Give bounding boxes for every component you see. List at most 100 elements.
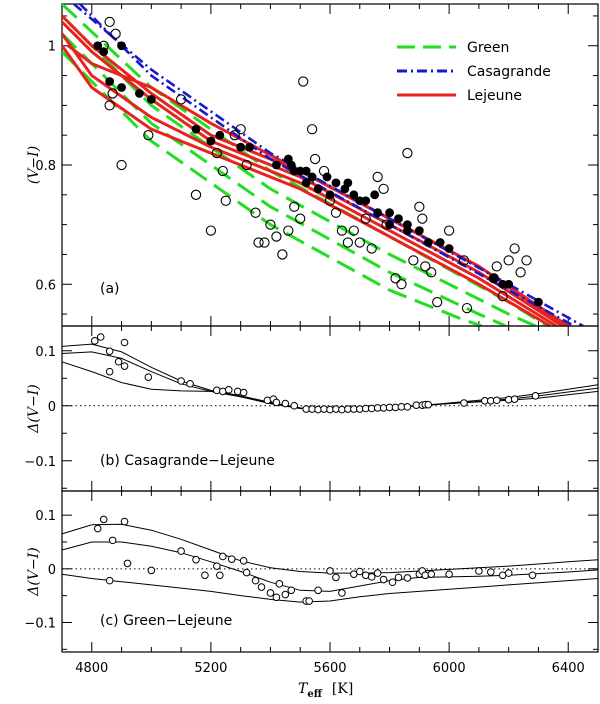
open-point bbox=[504, 569, 513, 577]
filled-point bbox=[385, 208, 394, 218]
open-point bbox=[414, 201, 425, 212]
open-point bbox=[306, 124, 318, 135]
y-tick-label: 0.1 bbox=[35, 345, 56, 360]
open-point bbox=[213, 386, 221, 395]
open-point bbox=[265, 219, 276, 230]
panel-a: 0.6 0.8 1 (V−I) (a) Green Casagrande Lejeu… bbox=[26, 3, 599, 327]
open-point bbox=[211, 147, 222, 159]
open-point bbox=[251, 576, 260, 585]
open-point bbox=[445, 570, 453, 578]
filled-point bbox=[117, 83, 126, 92]
panel-c-ticks: 4800 5200 5600 6000 6400 0.1 0 −0.1 bbox=[24, 491, 599, 676]
x-tick-label: 6000 bbox=[433, 661, 466, 676]
open-point bbox=[201, 571, 209, 580]
open-point bbox=[432, 296, 443, 308]
open-point bbox=[192, 555, 200, 564]
open-point bbox=[263, 396, 272, 405]
open-point bbox=[461, 302, 473, 314]
panel-c-curves bbox=[61, 523, 599, 603]
filled-point bbox=[373, 208, 383, 218]
open-point bbox=[309, 153, 321, 165]
filled-point bbox=[343, 178, 353, 188]
x-tick-label: 5200 bbox=[194, 661, 227, 676]
open-point bbox=[143, 130, 154, 141]
filled-point bbox=[289, 166, 299, 176]
filled-point bbox=[370, 190, 380, 200]
panel-b: 0.1 0 −0.1 Δ(V−I) (b) Casagrande−Lejeune bbox=[24, 325, 599, 492]
panel-c: 4800 5200 5600 6000 6400 0.1 0 −0.1 Δ(V−I) (c) … bbox=[24, 490, 599, 700]
open-point bbox=[99, 515, 108, 524]
filled-point bbox=[93, 41, 103, 51]
y-tick-label: 0.1 bbox=[35, 509, 56, 524]
open-point bbox=[458, 255, 470, 266]
open-point bbox=[233, 387, 242, 396]
open-point bbox=[104, 16, 115, 28]
open-point bbox=[290, 401, 299, 410]
open-point bbox=[186, 379, 194, 388]
filled-point bbox=[444, 244, 454, 253]
casagrande-curve bbox=[73, 4, 584, 326]
open-point bbox=[105, 367, 114, 376]
open-point bbox=[277, 249, 288, 260]
open-point bbox=[272, 398, 281, 407]
open-point bbox=[116, 159, 127, 171]
open-point bbox=[298, 76, 309, 87]
filled-point bbox=[245, 142, 255, 152]
y-tick-label: −0.1 bbox=[24, 616, 56, 631]
legend-green-label: Green bbox=[467, 40, 509, 56]
y-tick-label: 0 bbox=[48, 563, 56, 578]
open-point bbox=[235, 124, 246, 135]
open-point bbox=[175, 94, 187, 105]
open-point bbox=[314, 586, 322, 595]
filled-point bbox=[403, 226, 412, 235]
y-tick-label: 1 bbox=[48, 40, 56, 55]
open-point bbox=[338, 589, 346, 597]
filled-point bbox=[117, 41, 126, 51]
filled-point bbox=[385, 220, 394, 230]
filled-point bbox=[414, 226, 424, 235]
open-point bbox=[421, 571, 430, 580]
filled-point bbox=[236, 142, 246, 152]
open-point bbox=[503, 255, 514, 266]
filled-point bbox=[361, 196, 371, 206]
open-point bbox=[394, 573, 403, 582]
open-point bbox=[420, 261, 431, 272]
filled-point bbox=[313, 184, 323, 194]
open-point bbox=[177, 547, 185, 555]
open-point bbox=[271, 231, 282, 242]
open-point bbox=[342, 237, 354, 248]
open-point bbox=[220, 195, 231, 206]
x-tick-label: 5600 bbox=[313, 661, 346, 676]
filled-point bbox=[322, 172, 332, 182]
open-point bbox=[305, 597, 313, 605]
filled-point bbox=[435, 238, 445, 247]
open-point bbox=[190, 189, 202, 200]
open-point bbox=[241, 159, 252, 171]
open-point bbox=[239, 556, 248, 565]
open-point bbox=[239, 388, 248, 397]
filled-point bbox=[272, 160, 281, 170]
open-point bbox=[379, 575, 388, 584]
open-point bbox=[205, 225, 217, 236]
open-point bbox=[253, 237, 264, 248]
filled-point bbox=[206, 136, 216, 146]
open-point bbox=[403, 574, 412, 582]
open-point bbox=[295, 213, 306, 224]
open-point bbox=[426, 267, 437, 278]
open-point bbox=[491, 261, 502, 272]
difference-curve bbox=[61, 573, 599, 603]
open-point bbox=[272, 593, 281, 602]
open-point bbox=[497, 291, 508, 302]
open-point bbox=[289, 201, 300, 212]
panel-b-ticks: 0.1 0 −0.1 bbox=[24, 326, 599, 491]
panel-c-points bbox=[93, 515, 537, 605]
panel-a-ylabel: (V−I) bbox=[26, 146, 42, 184]
open-point bbox=[219, 552, 227, 561]
open-point bbox=[475, 567, 483, 575]
open-point bbox=[114, 357, 123, 366]
open-point bbox=[360, 213, 371, 224]
panel-a-points bbox=[93, 16, 543, 314]
filled-point bbox=[301, 166, 311, 176]
difference-curve bbox=[61, 361, 599, 411]
